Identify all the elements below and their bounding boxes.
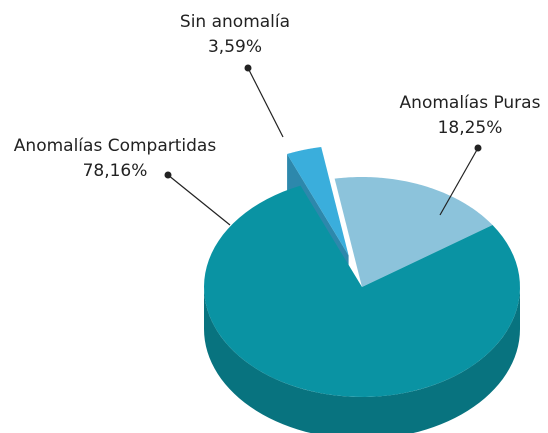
slice — [334, 177, 493, 287]
slice — [204, 185, 520, 397]
leader-line — [167, 174, 231, 226]
slice — [287, 147, 349, 256]
slice-side — [204, 287, 520, 433]
value-label: 78,16% — [83, 161, 148, 181]
leader-dot — [164, 171, 172, 179]
slice-label: Anomalías Compartidas — [14, 136, 217, 156]
leader-dot — [244, 64, 252, 72]
leader-line — [439, 147, 479, 216]
slice-label: Anomalías Puras — [400, 93, 541, 113]
slice-label: Sin anomalía — [180, 12, 290, 32]
leader-line — [247, 67, 284, 138]
value-label: 3,59% — [208, 37, 262, 57]
value-label: 18,25% — [438, 118, 503, 138]
leader-dot — [474, 144, 482, 152]
